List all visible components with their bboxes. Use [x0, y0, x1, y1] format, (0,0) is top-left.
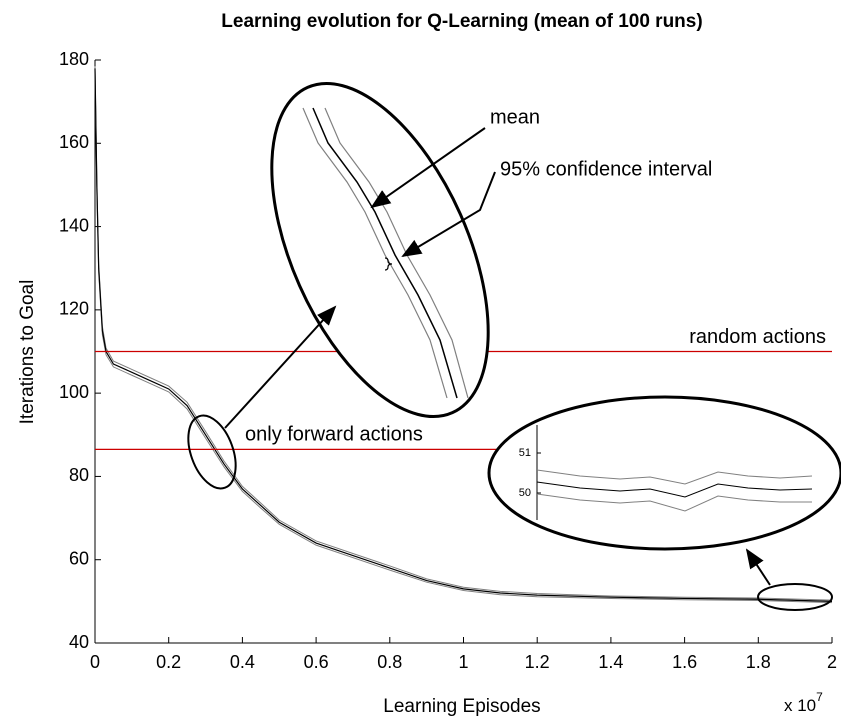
y-tick-label: 140	[59, 215, 89, 235]
chart-title: Learning evolution for Q-Learning (mean …	[221, 11, 702, 32]
inset-ci-line	[536, 469, 813, 485]
x-axis-label: Learning Episodes	[383, 696, 540, 717]
x-tick-label: 1	[458, 652, 468, 672]
brace	[384, 257, 393, 271]
ci-upper-line	[94, 66, 833, 601]
y-tick-label: 160	[59, 132, 89, 152]
x-tick-label: 1.4	[598, 652, 623, 672]
inset-mean-line	[536, 481, 813, 498]
focus-ellipse	[187, 414, 237, 490]
plot-area: 40 60 80 100 120 140 160 180 0 0.2 0.4 0.6 0.8 1 1.2 1.…	[59, 49, 837, 672]
arrow	[224, 305, 337, 429]
x-tick-label: 0.2	[156, 652, 181, 672]
y-tick-label: 80	[69, 465, 89, 485]
mean-annotation: mean	[490, 106, 540, 128]
y-tick-label: 180	[59, 49, 89, 69]
x-tick-label: 2	[827, 652, 837, 672]
reference-label: random actions	[689, 326, 826, 348]
x-tick-label: 0.8	[377, 652, 402, 672]
focus-ellipse	[757, 583, 833, 611]
zoom-ellipse	[487, 395, 841, 551]
zoom-ci-line	[324, 107, 469, 399]
x-tick-label: 0.4	[230, 652, 255, 672]
ci-lower-line	[94, 70, 833, 604]
x-tick-label: 1.6	[672, 652, 697, 672]
arrow	[745, 548, 771, 586]
reference-label: only forward actions	[245, 424, 423, 446]
y-tick-label: 100	[59, 382, 89, 402]
x-tick-label: 1.2	[525, 652, 550, 672]
arrow	[401, 171, 496, 258]
x-multiplier-base: x 10	[784, 696, 816, 715]
zoom-ci-line	[302, 107, 448, 399]
x-tick-label: 0.6	[304, 652, 329, 672]
arrow	[370, 127, 486, 209]
x-tick-label: 1.8	[746, 652, 771, 672]
mean-line	[94, 68, 833, 602]
inset-ticks: 50 51	[519, 447, 541, 499]
y-tick-label: 40	[69, 632, 89, 652]
inset-tick-label: 50	[519, 487, 531, 499]
y-tick-label: 60	[69, 548, 89, 568]
zoom-mean-line	[312, 107, 458, 399]
x-multiplier: x 107	[784, 690, 823, 715]
y-axis-label: Iterations to Goal	[17, 280, 38, 425]
inset-ci-line	[536, 493, 812, 512]
ci-annotation: 95% confidence interval	[500, 158, 712, 180]
x-tick-label: 0	[90, 652, 100, 672]
inset-tick-label: 51	[519, 447, 531, 459]
x-multiplier-exponent: 7	[816, 690, 823, 704]
zoom-ellipse	[270, 81, 490, 419]
y-tick-label: 120	[59, 299, 89, 319]
